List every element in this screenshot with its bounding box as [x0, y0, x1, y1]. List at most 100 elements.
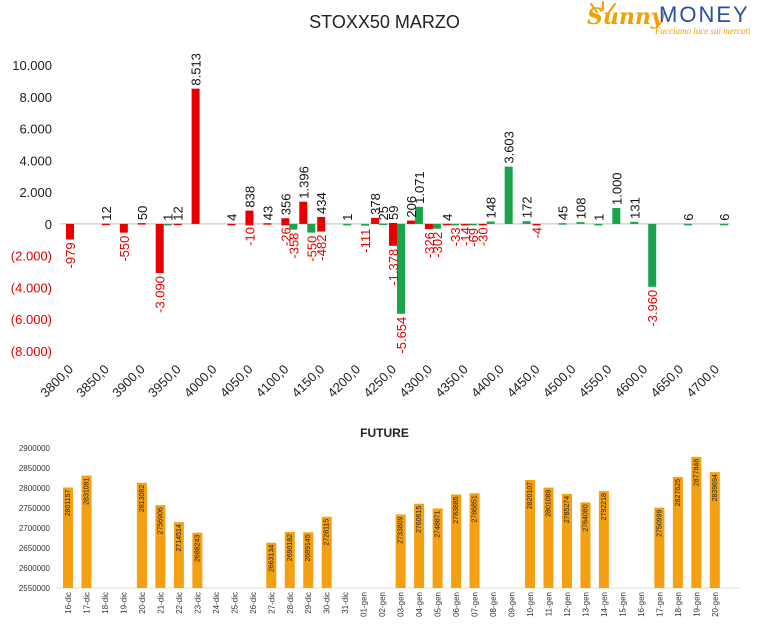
future-x-tick-label: 01-gen — [360, 592, 369, 617]
bar-red — [101, 223, 110, 226]
data-label: 1.000 — [609, 172, 624, 205]
future-bar — [580, 502, 591, 588]
future-x-tick-label: 18-gen — [674, 592, 683, 617]
future-x-tick-label: 04-gen — [415, 592, 424, 617]
future-x-tick-label: 02-gen — [378, 592, 387, 617]
future-bar — [598, 491, 609, 588]
future-bar — [173, 522, 184, 588]
bar-green — [594, 223, 603, 226]
bar-green — [486, 221, 495, 224]
bar-red — [227, 223, 236, 226]
data-label: -326 — [422, 232, 437, 258]
y-tick-label: 4.000 — [19, 153, 52, 168]
future-data-label: 2801157 — [65, 489, 72, 516]
x-tick-label: 3850,0 — [73, 362, 112, 401]
future-bar — [155, 505, 166, 588]
bar-red — [155, 223, 164, 273]
future-x-tick-label: 10-gen — [526, 592, 535, 617]
future-bar — [469, 493, 480, 588]
future-x-tick-label: 12-gen — [563, 592, 572, 617]
future-x-tick-label: 18-dic — [101, 592, 110, 614]
future-x-tick-label: 20-dic — [138, 592, 147, 614]
bar-red — [173, 223, 182, 226]
bar-green — [397, 223, 405, 314]
data-label: 206 — [404, 196, 419, 218]
future-y-tick-label: 2750000 — [19, 504, 51, 513]
future-bar — [266, 542, 277, 588]
x-tick-label: 4700,0 — [683, 362, 722, 401]
data-label: 378 — [368, 193, 383, 215]
data-label: 4 — [440, 214, 455, 221]
data-label: 50 — [135, 206, 150, 220]
bar-green — [432, 223, 441, 229]
future-bar — [395, 514, 406, 588]
y-tick-label: (8.000) — [11, 344, 52, 359]
data-label: 25 — [376, 206, 391, 220]
data-label: -30 — [476, 227, 491, 246]
bar-green — [289, 223, 298, 230]
future-bar — [451, 494, 462, 588]
bar-red — [317, 216, 326, 224]
bar-green — [576, 222, 585, 224]
future-y-tick-label: 2600000 — [19, 564, 51, 573]
future-bar — [414, 503, 425, 588]
bar-red — [478, 223, 487, 226]
future-data-label: 2801089 — [545, 489, 552, 516]
future-x-tick-label: 07-gen — [471, 592, 480, 617]
future-data-label: 2748871 — [435, 510, 442, 537]
bar-red — [191, 88, 200, 224]
future-bar — [81, 475, 92, 588]
data-label: 434 — [314, 192, 329, 214]
future-y-tick-label: 2550000 — [19, 584, 51, 593]
future-bar — [284, 531, 295, 588]
y-tick-label: (2.000) — [11, 249, 52, 264]
future-data-label: 2813082 — [139, 485, 146, 512]
bar-red — [460, 223, 469, 226]
data-label: 356 — [278, 194, 293, 216]
y-tick-label: 10.000 — [12, 58, 52, 73]
bar-green — [450, 223, 459, 226]
data-label: 6 — [681, 214, 696, 221]
bar-red — [532, 223, 541, 226]
future-x-tick-label: 06-gen — [452, 592, 461, 617]
bar-red — [371, 217, 380, 224]
data-label: 59 — [386, 205, 401, 219]
future-x-tick-label: 24-dic — [212, 592, 221, 614]
future-x-tick-label: 26-dic — [249, 592, 258, 614]
data-label: 131 — [627, 197, 642, 219]
bar-red — [389, 222, 397, 225]
x-tick-label: 4500,0 — [540, 362, 579, 401]
data-label: 838 — [242, 186, 257, 208]
data-label: 1 — [161, 214, 176, 221]
future-data-label: 2756906 — [157, 507, 164, 534]
bar-green — [468, 223, 477, 226]
future-data-label: 2786851 — [472, 495, 479, 522]
future-data-label: 2733809 — [398, 516, 405, 543]
bar-red — [66, 223, 74, 240]
future-x-tick-label: 21-dic — [156, 592, 165, 614]
data-label: -3.090 — [153, 276, 168, 313]
bar-green — [504, 166, 513, 224]
data-label: 148 — [484, 197, 499, 219]
data-label: -69 — [466, 228, 481, 247]
bar-green — [684, 223, 693, 226]
bar-green — [307, 223, 316, 233]
data-label: 3.603 — [502, 131, 517, 164]
future-x-tick-label: 17-dic — [82, 592, 91, 614]
bar-red — [281, 218, 290, 224]
data-label: 6 — [717, 214, 732, 221]
x-tick-label: 4150,0 — [289, 362, 328, 401]
x-tick-label: 4250,0 — [360, 362, 399, 401]
y-tick-label: 2.000 — [19, 185, 52, 200]
future-data-label: 2839694 — [712, 474, 719, 501]
logo-word-money: MONEY — [659, 2, 750, 27]
data-label: -1.378 — [386, 249, 401, 286]
future-data-label: 2764080 — [582, 504, 589, 531]
data-label: 1.071 — [412, 171, 427, 204]
future-x-tick-label: 19-dic — [119, 592, 128, 614]
bar-green — [612, 208, 621, 224]
data-label: 108 — [573, 197, 588, 219]
bar-red — [424, 223, 433, 230]
future-x-tick-label: 03-gen — [397, 592, 406, 617]
data-label: 8.513 — [189, 53, 204, 86]
